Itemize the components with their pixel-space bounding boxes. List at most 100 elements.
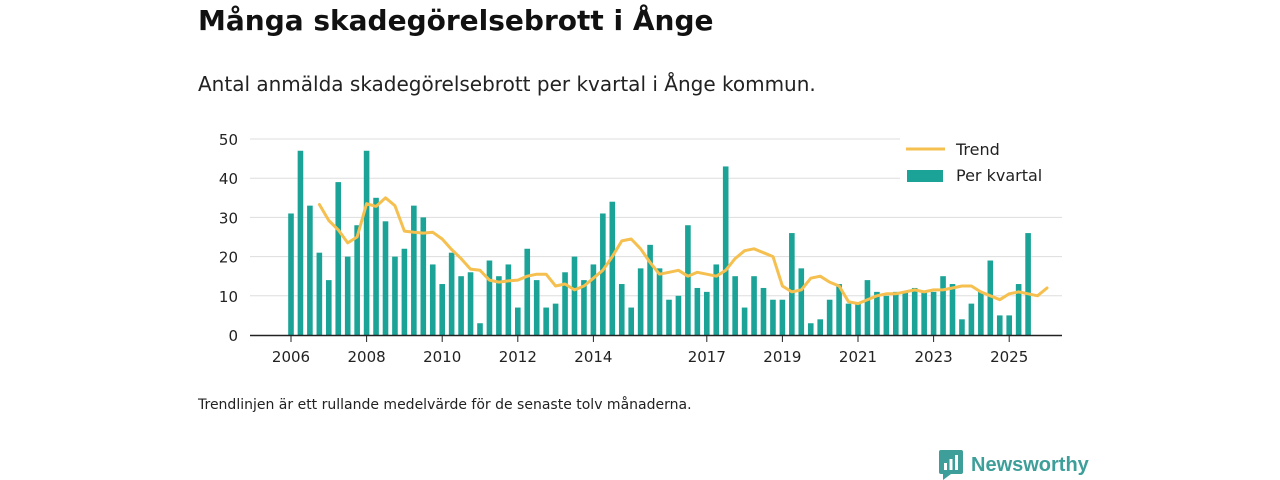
bar (902, 291, 909, 335)
bar (335, 182, 342, 335)
bar (524, 248, 531, 335)
bar (628, 307, 634, 335)
bar (477, 323, 483, 335)
y-tick-label: 20 (219, 249, 238, 267)
bar (770, 299, 776, 335)
bar (533, 280, 540, 335)
x-tick-label: 2014 (574, 348, 612, 366)
bar (354, 225, 360, 335)
bar (656, 268, 663, 335)
bar (741, 307, 748, 335)
legend-trend-label: Trend (955, 140, 1000, 159)
bar (732, 276, 738, 335)
bar (496, 276, 502, 335)
y-tick-label: 10 (219, 288, 238, 306)
x-tick-label: 2025 (990, 348, 1028, 366)
x-tick-labels: 2006 2008 2010 2012 2014 2017 2019 2021 2023 2025 (272, 348, 1028, 366)
bar (363, 150, 370, 335)
bar (959, 319, 965, 335)
bar (316, 252, 323, 335)
quarterly-vandalism-chart: 0 10 20 30 40 50 2006 2008 2010 2012 2014 2017 2019… (219, 131, 1062, 366)
bar (373, 197, 379, 335)
bar (1025, 233, 1031, 335)
bar (722, 166, 729, 335)
bar (392, 256, 398, 335)
bar (429, 264, 436, 335)
bar (751, 276, 757, 335)
bar (864, 280, 871, 335)
legend-background (900, 134, 1062, 192)
bar (297, 150, 304, 335)
x-tick-label: 2006 (272, 348, 310, 366)
bar (874, 291, 880, 335)
bar (1015, 284, 1022, 335)
bar (996, 315, 1003, 335)
brand-name: Newsworthy (971, 453, 1089, 476)
bar (1006, 315, 1012, 335)
bar (789, 233, 795, 335)
chart-subtitle: Antal anmälda skadegörelsebrott per kvar… (198, 72, 816, 96)
bar (448, 252, 455, 335)
bar (562, 272, 568, 335)
x-tick-label: 2010 (423, 348, 461, 366)
bar (978, 291, 984, 335)
bar (543, 307, 549, 335)
bar (836, 284, 842, 335)
bar (855, 303, 861, 335)
bar (921, 291, 927, 335)
bar (505, 264, 512, 335)
bar (439, 284, 445, 335)
legend: Trend Per kvartal (900, 134, 1062, 192)
bar (515, 307, 521, 335)
x-tick-label: 2023 (915, 348, 953, 366)
bar (458, 276, 464, 335)
bar (713, 264, 720, 335)
bar (893, 291, 899, 335)
bar (571, 256, 578, 335)
bar (817, 319, 823, 335)
chart-title: Många skadegörelsebrott i Ånge (198, 4, 714, 37)
bar (704, 291, 710, 335)
bar (467, 272, 474, 335)
bar (694, 287, 701, 335)
bar (647, 244, 653, 335)
bar (883, 295, 890, 335)
bar (581, 280, 587, 335)
bar (288, 213, 294, 335)
bar-series (288, 150, 1031, 335)
bar (807, 323, 814, 335)
bar (382, 221, 389, 335)
bar (826, 299, 833, 335)
bar (420, 217, 427, 335)
newsworthy-icon (939, 450, 963, 480)
y-tick-label: 50 (219, 131, 238, 149)
bar (798, 268, 805, 335)
y-tick-labels: 0 10 20 30 40 50 (219, 131, 238, 345)
bar (307, 205, 313, 335)
bar (637, 268, 644, 335)
bar (666, 299, 672, 335)
bar (609, 201, 616, 335)
footnote: Trendlinjen är ett rullande medelvärde f… (198, 397, 692, 413)
x-tick-marks (290, 336, 1010, 342)
bar (326, 280, 332, 335)
bar (552, 303, 559, 335)
bar (940, 276, 946, 335)
bar (911, 287, 918, 335)
y-tick-label: 40 (219, 170, 238, 188)
y-tick-label: 30 (219, 209, 238, 227)
newsworthy-logo[interactable]: Newsworthy (939, 450, 1089, 480)
bar (618, 284, 625, 335)
bar (685, 225, 691, 335)
bar (930, 291, 937, 335)
x-tick-label: 2019 (763, 348, 801, 366)
y-tick-label: 0 (228, 327, 238, 345)
bar (401, 248, 408, 335)
bar (949, 284, 956, 335)
bar (486, 260, 493, 335)
bar (675, 295, 682, 335)
trend-line (317, 196, 1049, 306)
bar (779, 299, 786, 335)
bar (344, 256, 351, 335)
bar (968, 303, 975, 335)
